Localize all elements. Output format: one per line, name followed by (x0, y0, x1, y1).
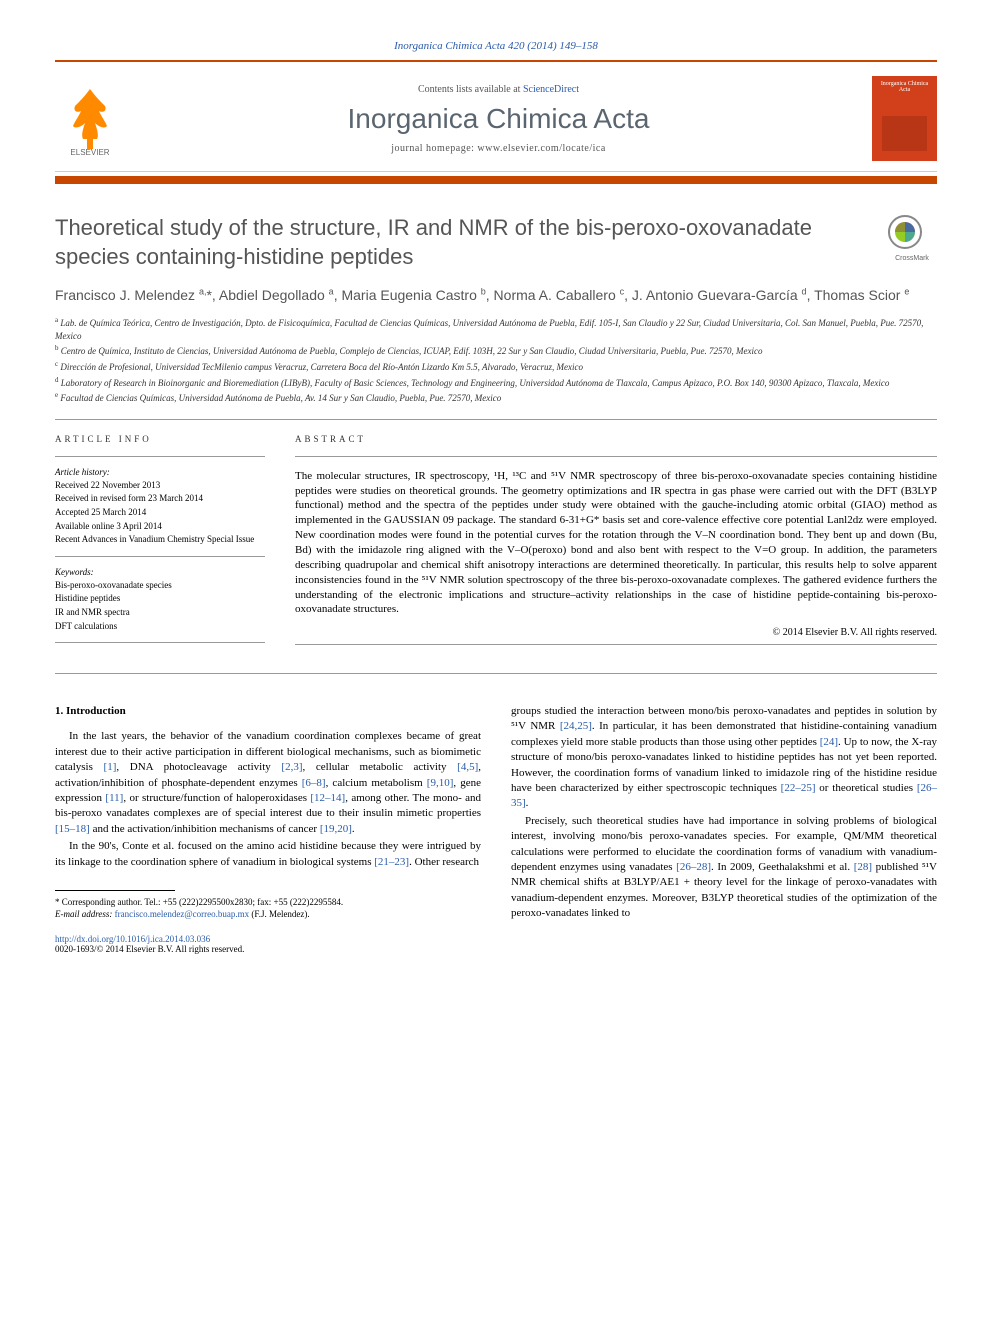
page-footer: http://dx.doi.org/10.1016/j.ica.2014.03.… (55, 934, 937, 954)
crossmark-badge[interactable]: CrossMark (887, 214, 937, 264)
body-column-right: groups studied the interaction between m… (511, 704, 937, 923)
history-item: Recent Advances in Vanadium Chemistry Sp… (55, 533, 265, 546)
history-item: Received 22 November 2013 (55, 479, 265, 492)
affiliation: c Dirección de Profesional, Universidad … (55, 360, 937, 374)
divider (55, 419, 937, 420)
history-label: Article history: (55, 467, 265, 477)
contents-line: Contents lists available at ScienceDirec… (125, 84, 872, 95)
corresponding-footnote: * Corresponding author. Tel.: +55 (222)2… (55, 897, 481, 920)
affiliations: a Lab. de Química Teórica, Centro de Inv… (55, 316, 937, 405)
section-heading: 1. Introduction (55, 704, 481, 719)
authors-list: Francisco J. Melendez a,*, Abdiel Degoll… (55, 285, 937, 306)
affiliation: e Facultad de Ciencias Químicas, Univers… (55, 391, 937, 405)
keyword-item: IR and NMR spectra (55, 606, 265, 619)
body-paragraph: Precisely, such theoretical studies have… (511, 814, 937, 922)
sciencedirect-link[interactable]: ScienceDirect (523, 84, 579, 95)
svg-text:ELSEVIER: ELSEVIER (70, 148, 109, 156)
abstract: ABSTRACT The molecular structures, IR sp… (295, 434, 937, 653)
top-rule (55, 60, 937, 62)
affiliation: d Laboratory of Research in Bioinorganic… (55, 376, 937, 390)
keywords-label: Keywords: (55, 567, 265, 577)
article-info: ARTICLE INFO Article history: Received 2… (55, 434, 265, 653)
svg-text:CrossMark: CrossMark (895, 255, 929, 262)
article-info-heading: ARTICLE INFO (55, 434, 265, 444)
journal-header: ELSEVIER Contents lists available at Sci… (55, 66, 937, 172)
keyword-item: Histidine peptides (55, 592, 265, 605)
affiliation: b Centro de Química, Instituto de Cienci… (55, 344, 937, 358)
body-column-left: 1. Introduction In the last years, the b… (55, 704, 481, 923)
issn-copyright: 0020-1693/© 2014 Elsevier B.V. All right… (55, 944, 937, 954)
abstract-text: The molecular structures, IR spectroscop… (295, 469, 937, 617)
affiliation: a Lab. de Química Teórica, Centro de Inv… (55, 316, 937, 342)
homepage-line: journal homepage: www.elsevier.com/locat… (125, 143, 872, 154)
history-item: Accepted 25 March 2014 (55, 506, 265, 519)
elsevier-logo: ELSEVIER (55, 81, 125, 156)
keyword-item: Bis-peroxo-oxovanadate species (55, 579, 265, 592)
footnote-separator (55, 890, 175, 891)
journal-name: Inorganica Chimica Acta (125, 103, 872, 135)
abstract-heading: ABSTRACT (295, 434, 937, 444)
corresponding-email[interactable]: francisco.melendez@correo.buap.mx (115, 909, 249, 919)
citation-line: Inorganica Chimica Acta 420 (2014) 149–1… (55, 40, 937, 52)
body-paragraph: In the 90's, Conte et al. focused on the… (55, 839, 481, 870)
body-paragraph: groups studied the interaction between m… (511, 704, 937, 812)
journal-cover-thumbnail: Inorganica Chimica Acta (872, 76, 937, 161)
article-title: Theoretical study of the structure, IR a… (55, 214, 867, 271)
doi-link[interactable]: http://dx.doi.org/10.1016/j.ica.2014.03.… (55, 934, 210, 944)
copyright: © 2014 Elsevier B.V. All rights reserved… (295, 627, 937, 638)
body-paragraph: In the last years, the behavior of the v… (55, 729, 481, 837)
history-item: Available online 3 April 2014 (55, 520, 265, 533)
history-item: Received in revised form 23 March 2014 (55, 492, 265, 505)
keyword-item: DFT calculations (55, 620, 265, 633)
divider (55, 673, 937, 674)
thick-orange-rule (55, 176, 937, 184)
